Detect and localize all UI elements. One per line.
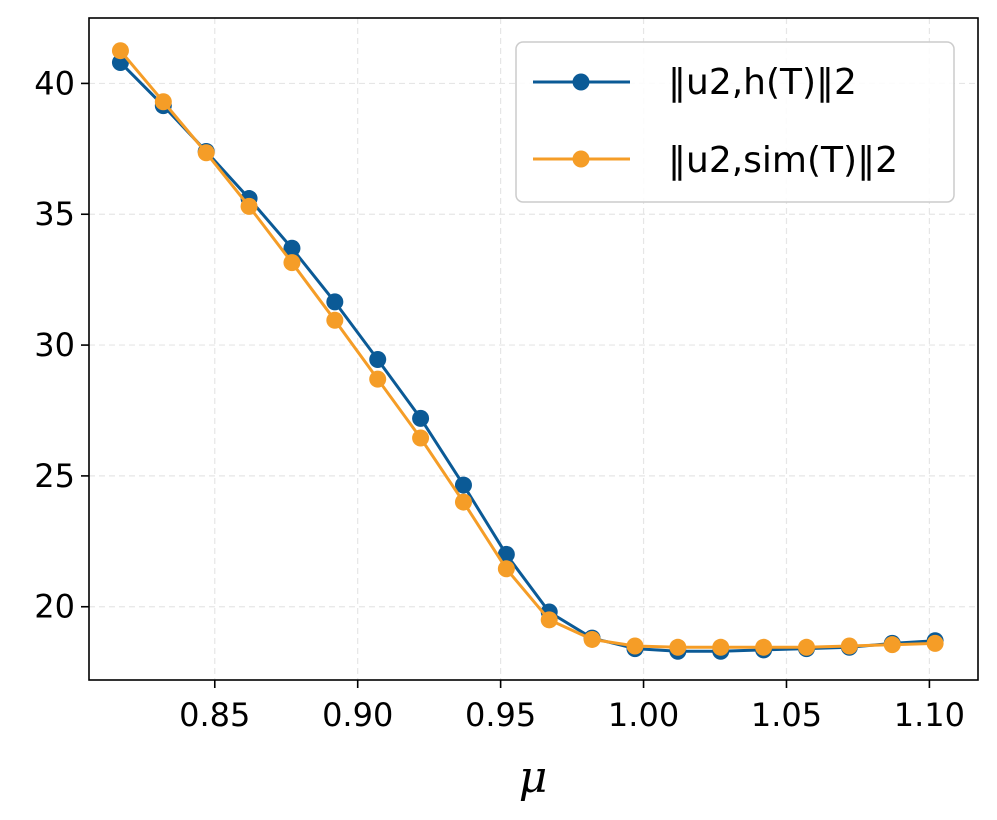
series-1-point xyxy=(283,239,301,257)
series-1-point xyxy=(111,53,129,71)
series-2-point xyxy=(883,636,901,654)
y-tick-label: 40 xyxy=(34,64,75,102)
y-tick-label: 35 xyxy=(34,195,75,233)
legend-marker-series-1 xyxy=(572,73,590,91)
x-tick-label: 0.85 xyxy=(179,696,250,734)
x-tick-label: 1.05 xyxy=(751,696,822,734)
series-2-point xyxy=(454,493,472,511)
series-1-point xyxy=(326,293,344,311)
series-2-point xyxy=(712,638,730,656)
series-1-point xyxy=(454,476,472,494)
series-2-point xyxy=(369,370,387,388)
series-2-point xyxy=(497,560,515,578)
y-tick-label: 30 xyxy=(34,326,75,364)
series-1-point xyxy=(497,545,515,563)
y-axis: 20 25 30 35 40 xyxy=(34,64,89,626)
legend: ‖u2,h(T)‖2 ‖u2,sim(T)‖2 xyxy=(515,41,955,203)
legend-label-series-1: ‖u2,h(T)‖2 xyxy=(668,62,857,103)
series-2-point xyxy=(326,311,344,329)
legend-marker-series-2 xyxy=(572,150,590,168)
y-tick-label: 20 xyxy=(34,588,75,626)
x-axis-label: μ xyxy=(519,752,548,803)
x-tick-label: 0.90 xyxy=(322,696,393,734)
series-1-point xyxy=(369,350,387,368)
plot-frame xyxy=(88,17,979,681)
series-1-point xyxy=(412,409,430,427)
x-tick-label: 1.10 xyxy=(894,696,965,734)
series-2-point xyxy=(926,634,944,652)
series-2-point xyxy=(283,254,301,272)
x-tick-label: 1.00 xyxy=(608,696,679,734)
series-2-point xyxy=(797,638,815,656)
series-layer xyxy=(111,42,944,660)
series-2-point xyxy=(240,197,258,215)
legend-label-series-2: ‖u2,sim(T)‖2 xyxy=(668,140,898,181)
x-axis: 0.85 0.90 0.95 1.00 1.05 1.10 xyxy=(179,680,965,734)
series-2-point xyxy=(197,144,215,162)
series-2-point xyxy=(154,93,172,111)
series-2-point xyxy=(583,630,601,648)
series-2-point xyxy=(540,611,558,629)
series-2-point xyxy=(111,42,129,60)
series-2-point xyxy=(669,638,687,656)
series-2-point xyxy=(755,638,773,656)
series-2-point xyxy=(412,429,430,447)
y-tick-label: 25 xyxy=(34,457,75,495)
x-tick-label: 0.95 xyxy=(465,696,536,734)
series-2-point xyxy=(626,637,644,655)
series-2-point xyxy=(840,637,858,655)
series-2 xyxy=(111,42,944,656)
